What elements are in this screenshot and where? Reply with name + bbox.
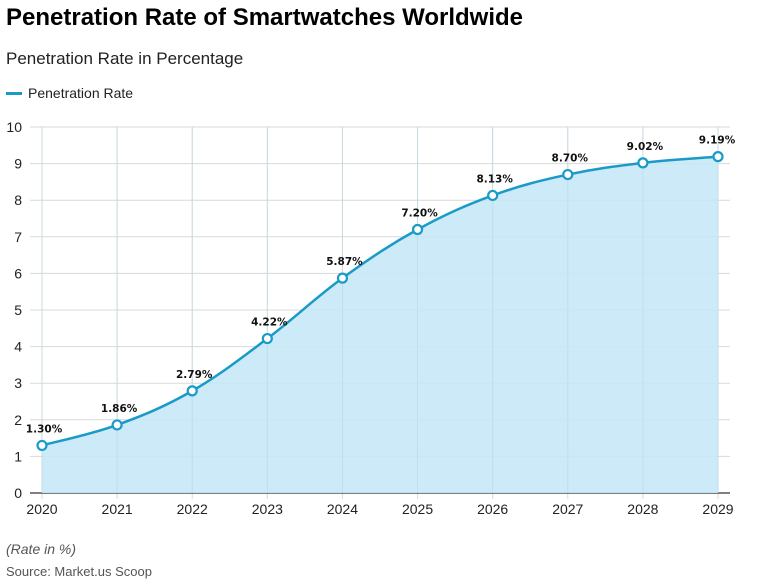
y-tick-label: 2: [14, 412, 22, 428]
data-label: 7.20%: [401, 207, 438, 219]
legend: Penetration Rate: [6, 85, 133, 101]
x-tick-label: 2029: [702, 501, 733, 517]
data-label: 4.22%: [251, 317, 288, 329]
data-label: 8.13%: [476, 173, 513, 185]
chart-title: Penetration Rate of Smartwatches Worldwi…: [6, 4, 523, 31]
data-label: 8.70%: [552, 153, 589, 165]
x-tick-label: 2022: [177, 501, 208, 517]
series-line: [41, 155, 719, 447]
y-tick-label: 0: [14, 485, 22, 501]
data-label: 9.02%: [627, 141, 664, 153]
data-point: [36, 439, 48, 452]
y-tick-label: 4: [14, 339, 22, 355]
data-label: 5.87%: [326, 256, 363, 268]
data-point: [186, 385, 198, 397]
chart-subtitle: Penetration Rate in Percentage: [6, 49, 244, 68]
x-tick-label: 2023: [252, 501, 283, 517]
data-point: [712, 151, 724, 163]
legend-swatch: [6, 92, 22, 95]
x-tick-label: 2020: [26, 501, 57, 517]
data-label: 2.79%: [176, 369, 213, 381]
x-tick-label: 2024: [327, 501, 358, 517]
y-tick-label: 1: [14, 448, 22, 464]
y-tick-label: 3: [14, 375, 22, 391]
data-point: [111, 419, 123, 431]
legend-label: Penetration Rate: [28, 85, 134, 101]
data-label: 1.86%: [101, 403, 138, 415]
data-label: 9.19%: [699, 135, 736, 147]
x-tick-label: 2021: [102, 501, 133, 517]
data-point: [637, 157, 649, 169]
data-point: [562, 168, 574, 181]
x-tick-label: 2026: [477, 501, 508, 517]
y-tick-label: 8: [14, 192, 22, 208]
footnote: (Rate in %): [6, 541, 77, 557]
source-note: Source: Market.us Scoop: [6, 564, 152, 579]
data-point: [261, 332, 273, 345]
y-tick-label: 9: [14, 156, 22, 172]
y-tick-label: 6: [14, 265, 22, 281]
data-point: [487, 189, 499, 202]
y-tick-label: 7: [14, 229, 22, 245]
x-tick-label: 2028: [627, 501, 658, 517]
data-point: [411, 223, 424, 236]
data-label: 1.30%: [26, 423, 63, 435]
area-fill: [42, 156, 718, 493]
data-point: [336, 272, 349, 284]
y-tick-label: 5: [14, 302, 22, 318]
x-tick-label: 2025: [402, 501, 433, 517]
y-tick-label: 10: [6, 119, 22, 135]
x-tick-label: 2027: [552, 501, 583, 517]
